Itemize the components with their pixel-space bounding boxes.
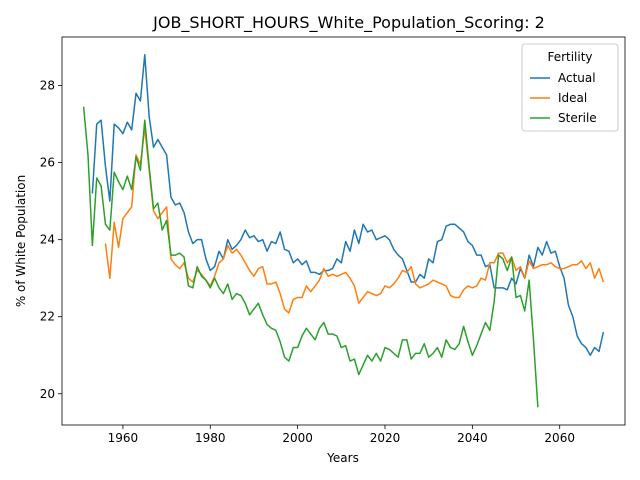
legend-label-sterile: Sterile bbox=[558, 111, 597, 125]
series-line-sterile bbox=[82, 106, 539, 408]
y-axis-ticks: 20 22 24 26 28 bbox=[40, 79, 62, 401]
y-tick-label: 20 bbox=[40, 387, 55, 401]
plot-frame bbox=[61, 36, 626, 426]
y-tick-label: 26 bbox=[40, 156, 55, 170]
series-line-ideal bbox=[104, 127, 605, 314]
legend-label-actual: Actual bbox=[558, 71, 596, 85]
x-tick-label: 2040 bbox=[457, 431, 488, 445]
x-tick-label: 2000 bbox=[282, 431, 313, 445]
x-tick-label: 2060 bbox=[544, 431, 575, 445]
legend-title: Fertility bbox=[547, 50, 592, 64]
series-lines bbox=[82, 53, 605, 408]
y-axis-label: % of White Population bbox=[14, 175, 28, 307]
legend-label-ideal: Ideal bbox=[558, 91, 587, 105]
x-tick-label: 2020 bbox=[370, 431, 401, 445]
y-tick-label: 28 bbox=[40, 79, 55, 93]
x-axis-label: Years bbox=[326, 451, 359, 465]
y-tick-label: 22 bbox=[40, 310, 55, 324]
x-tick-label: 1960 bbox=[108, 431, 139, 445]
chart-title: JOB_SHORT_HOURS_White_Population_Scoring… bbox=[152, 13, 545, 33]
legend-box bbox=[521, 43, 619, 132]
x-axis-ticks: 1960 1980 2000 2020 2040 2060 bbox=[108, 425, 575, 445]
legend: Fertility Actual Ideal Sterile bbox=[521, 43, 619, 132]
y-tick-label: 24 bbox=[40, 233, 55, 247]
series-line-actual bbox=[91, 53, 605, 357]
x-tick-label: 1980 bbox=[195, 431, 226, 445]
